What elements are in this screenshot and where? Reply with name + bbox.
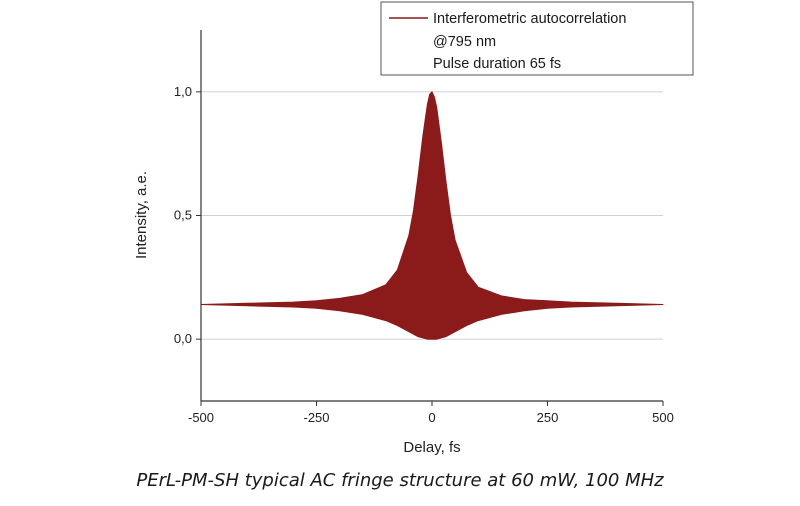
legend: Interferometric autocorrelation @795 nm … xyxy=(380,1,694,76)
x-tick-label-0: -500 xyxy=(188,410,214,425)
legend-entry-wavelength: @795 nm xyxy=(433,34,496,50)
x-axis-label: Delay, fs xyxy=(403,439,460,456)
x-tick-label-3: 250 xyxy=(537,410,559,425)
figure-caption: PErL-PM-SH typical AC fringe structure a… xyxy=(136,470,664,491)
legend-entry-series: Interferometric autocorrelation xyxy=(433,11,626,27)
y-tick-label-2: 1,0 xyxy=(174,84,192,99)
legend-entry-duration: Pulse duration 65 fs xyxy=(433,56,561,72)
axes xyxy=(196,30,664,406)
y-tick-label-0: 0,0 xyxy=(174,331,192,346)
y-axis-label: Intensity, a.e. xyxy=(133,171,150,259)
x-tick-label-2: 0 xyxy=(428,410,435,425)
x-tick-label-4: 500 xyxy=(652,410,674,425)
series-trace-0 xyxy=(200,91,664,340)
tick-labels: -500 -250 0 250 500 0,0 0,5 1,0 xyxy=(174,84,674,425)
plot-area xyxy=(200,91,664,340)
y-tick-label-1: 0,5 xyxy=(174,208,192,223)
legend-box xyxy=(380,1,694,76)
x-tick-label-1: -250 xyxy=(303,410,329,425)
